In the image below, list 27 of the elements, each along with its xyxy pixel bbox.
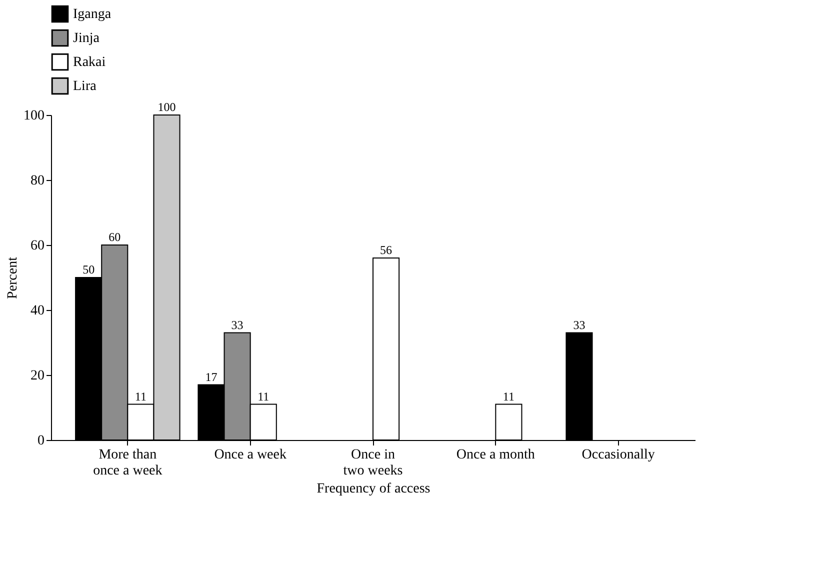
data-label: 100 xyxy=(158,100,176,114)
legend-label: Jinja xyxy=(73,31,100,46)
data-label: 50 xyxy=(82,262,95,276)
data-label: 56 xyxy=(380,243,392,257)
y-tick-label: 40 xyxy=(30,304,44,318)
y-tick-label: 20 xyxy=(30,368,44,384)
y-tick-label: 0 xyxy=(38,434,44,448)
x-tick-label: Once a month xyxy=(456,448,535,462)
data-label: 33 xyxy=(573,318,586,332)
x-axis-title: Frequency of access xyxy=(316,482,430,496)
x-tick-label: More than once a week xyxy=(93,448,162,478)
data-label: 33 xyxy=(231,318,244,332)
x-tick-label: Once in two weeks xyxy=(343,448,403,478)
data-label: 60 xyxy=(108,230,121,244)
x-tick-label: Occasionally xyxy=(582,448,655,462)
y-tick-label: 100 xyxy=(24,108,44,124)
data-label: 11 xyxy=(502,389,514,404)
y-tick-label: 80 xyxy=(30,174,44,188)
legend-label: Rakai xyxy=(73,55,106,70)
data-label: 11 xyxy=(258,389,270,404)
y-tick-label: 60 xyxy=(30,238,44,254)
data-label: 11 xyxy=(134,389,146,404)
y-axis-title: Percent xyxy=(6,256,20,299)
x-tick-label: Once a week xyxy=(214,448,286,462)
data-label: 17 xyxy=(205,370,218,384)
legend-label: Lira xyxy=(73,79,98,94)
legend-label: Iganga xyxy=(73,7,112,22)
